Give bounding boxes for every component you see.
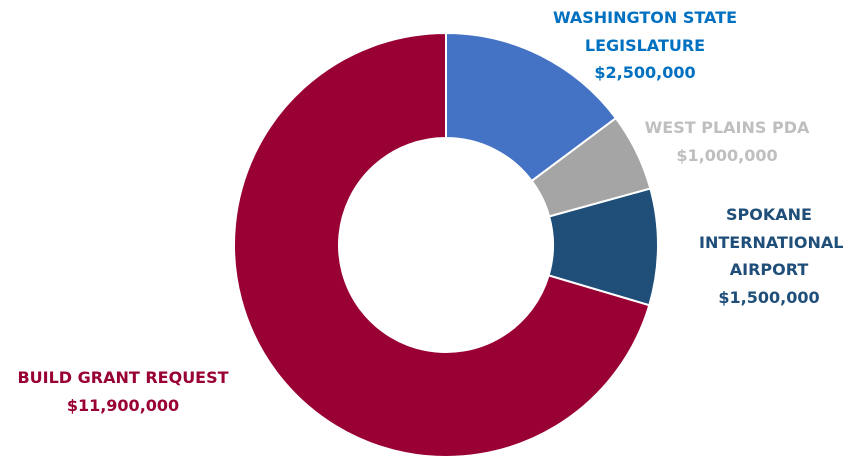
segment-label: WEST PLAINS PDA $1,000,000: [632, 114, 822, 169]
segment-label: SPOKANE INTERNATIONAL AIRPORT $1,500,000: [699, 201, 844, 311]
donut-segment: [445, 31, 618, 183]
category-label: WASHINGTON STATE LEGISLATURE: [552, 8, 738, 55]
value-label: $11,900,000: [66, 395, 180, 415]
value-label: $1,000,000: [676, 145, 778, 165]
segment-label: BUILD GRANT REQUEST $11,900,000: [0, 364, 248, 419]
value-label: $1,500,000: [718, 287, 820, 307]
donut-segment: [233, 31, 651, 458]
segment-label: WASHINGTON STATE LEGISLATURE $2,500,000: [550, 4, 740, 87]
category-label: BUILD GRANT REQUEST: [17, 368, 229, 387]
value-label: $2,500,000: [594, 63, 696, 82]
category-label: SPOKANE INTERNATIONAL AIRPORT: [699, 205, 844, 279]
category-label: WEST PLAINS PDA: [644, 118, 810, 137]
